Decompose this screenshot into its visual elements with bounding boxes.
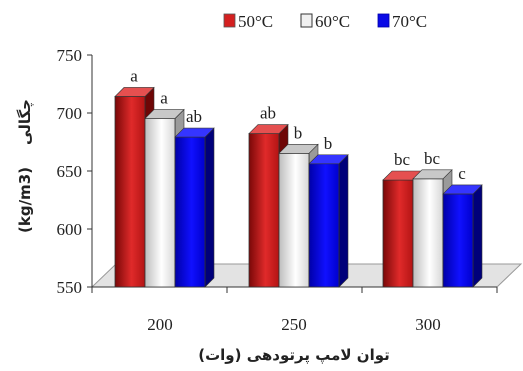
legend-swatch-70 bbox=[377, 13, 390, 28]
significance-label: a bbox=[130, 66, 138, 85]
y-axis-title-persian: چگالی bbox=[16, 99, 35, 145]
significance-label: ab bbox=[186, 107, 202, 126]
y-tick-label: 550 bbox=[57, 278, 83, 297]
bar-top-face bbox=[442, 184, 483, 195]
bars-group bbox=[114, 86, 483, 288]
legend-label-60: 60°C bbox=[315, 12, 350, 31]
bar-front-face bbox=[308, 163, 340, 288]
significance-label: ab bbox=[260, 104, 276, 123]
legend-label-50: 50°C bbox=[238, 12, 273, 31]
significance-label: b bbox=[324, 134, 333, 153]
y-tick-label: 650 bbox=[57, 162, 83, 181]
significance-label: bc bbox=[394, 150, 411, 169]
bar-side-face bbox=[204, 127, 215, 288]
y-tick-label: 750 bbox=[57, 46, 83, 65]
legend-label-70: 70°C bbox=[392, 12, 427, 31]
bar-front-face bbox=[114, 96, 146, 288]
x-tick-labels: 200 250 300 bbox=[91, 287, 498, 334]
x-tick-label: 300 bbox=[415, 315, 441, 334]
bar-top-face bbox=[144, 109, 185, 119]
bar-70°C-250 bbox=[308, 154, 349, 288]
bar-front-face bbox=[278, 152, 310, 288]
y-axis-title-unit: (kg/m3) bbox=[16, 167, 34, 233]
bar-side-face bbox=[472, 184, 483, 288]
legend: 50°C 60°C 70°C bbox=[223, 12, 427, 31]
x-tick-label: 250 bbox=[281, 315, 307, 334]
significance-label: b bbox=[294, 123, 303, 142]
bar-front-face bbox=[442, 193, 474, 288]
bar-front-face bbox=[382, 179, 414, 288]
bar-front-face bbox=[412, 178, 444, 288]
significance-label: c bbox=[458, 164, 466, 183]
legend-swatch-50 bbox=[223, 13, 236, 28]
significance-label: bc bbox=[424, 149, 441, 168]
bar-70°C-300 bbox=[442, 184, 483, 288]
bar-top-face bbox=[174, 127, 215, 138]
bar-70°C-200 bbox=[174, 127, 215, 288]
y-tick-labels: 550 600 650 700 750 bbox=[57, 46, 92, 297]
bar-front-face bbox=[174, 136, 206, 288]
bar-top-face bbox=[412, 169, 453, 180]
significance-label: a bbox=[160, 89, 168, 108]
bar-side-face bbox=[338, 154, 349, 288]
bar-top-face bbox=[114, 87, 155, 97]
bar-front-face bbox=[248, 133, 280, 288]
bar-top-face bbox=[308, 154, 349, 165]
bar-top-face bbox=[278, 144, 319, 154]
y-tick-label: 700 bbox=[57, 104, 83, 123]
y-tick-label: 600 bbox=[57, 220, 83, 239]
x-axis-title: توان لامپ پرتودهی (وات) bbox=[198, 346, 390, 365]
x-tick-label: 200 bbox=[147, 315, 173, 334]
bar-front-face bbox=[144, 118, 176, 288]
legend-swatch-60 bbox=[300, 13, 313, 28]
bar-top-face bbox=[248, 124, 289, 134]
